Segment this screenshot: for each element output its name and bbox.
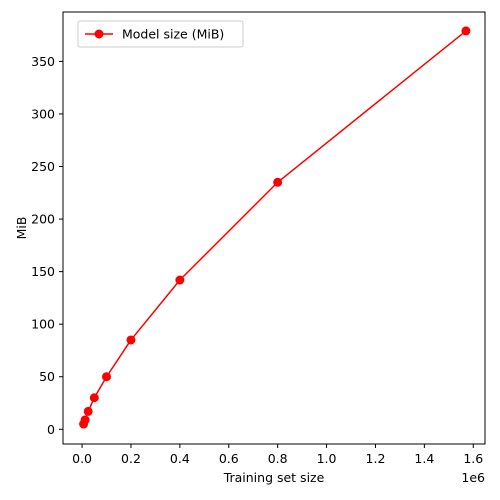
x-tick-label: 1.0 [317, 451, 337, 466]
legend-box [77, 20, 244, 48]
y-tick-label: 300 [31, 106, 55, 121]
legend-entry-label: Model size (MiB) [122, 27, 224, 42]
data-point [80, 415, 90, 425]
y-tick-label: 350 [31, 54, 55, 69]
x-tick-label: 1.6 [463, 451, 483, 466]
y-tick-label: 250 [31, 159, 55, 174]
series-layer [79, 26, 471, 429]
y-tick-label: 100 [31, 317, 55, 332]
x-tick-label: 0.4 [170, 451, 190, 466]
data-point [461, 26, 471, 36]
x-tick-label: 1.4 [414, 451, 434, 466]
x-tick-label: 0.0 [72, 451, 92, 466]
y-tick-label: 50 [39, 369, 55, 384]
x-tick-label: 0.6 [219, 451, 239, 466]
data-point [273, 177, 283, 187]
x-axis-ticks: 0.0 0.2 0.4 0.6 0.8 1.0 1.2 1.4 1.6 [72, 444, 483, 466]
x-tick-label: 0.2 [121, 451, 141, 466]
x-axis-offset-text: 1e6 [461, 470, 485, 485]
data-point [102, 372, 112, 382]
x-tick-label: 1.2 [366, 451, 386, 466]
y-axis-ticks: 0 50 100 150 200 250 300 350 [31, 54, 63, 437]
y-tick-label: 150 [31, 264, 55, 279]
y-axis-label: MiB [14, 217, 29, 240]
x-axis-label: Training set size [223, 470, 325, 485]
y-tick-label: 200 [31, 212, 55, 227]
data-point [83, 406, 93, 416]
legend: Model size (MiB) [77, 20, 244, 48]
x-tick-label: 0.8 [268, 451, 288, 466]
legend-marker-sample [94, 29, 104, 39]
data-point [175, 275, 185, 285]
y-tick-label: 0 [47, 422, 55, 437]
data-point [89, 393, 99, 403]
axes-frame [62, 11, 486, 445]
data-point [126, 335, 136, 345]
